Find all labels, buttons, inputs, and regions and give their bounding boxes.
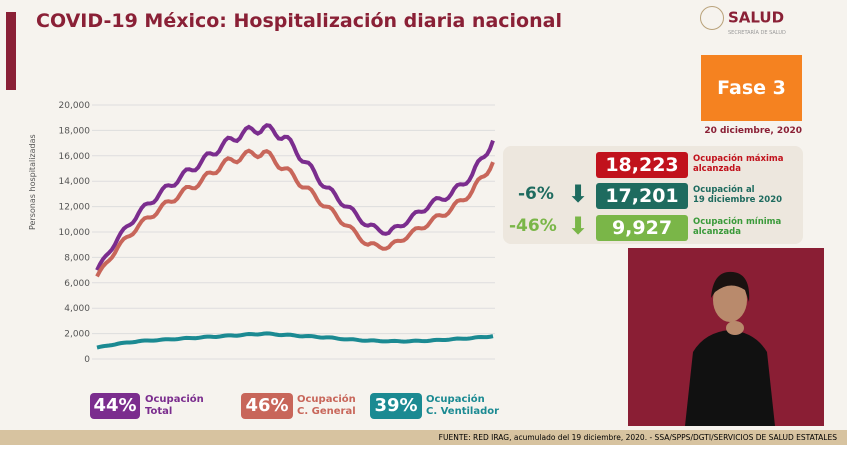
y-tick-label: 20,000 <box>59 101 91 111</box>
y-tick-label: 10,000 <box>59 228 91 238</box>
current-occupancy-label: Ocupación al 19 diciembre 2020 <box>693 185 783 205</box>
total-label: Ocupación Total <box>145 394 204 417</box>
seal-icon <box>700 6 724 30</box>
ventilador-label: Ocupación C. Ventilador <box>426 394 500 417</box>
interpreter-figure <box>685 271 775 426</box>
series-line <box>96 331 494 350</box>
min-occupancy-label: Ocupación mínima alcanzada <box>693 217 782 237</box>
hospitalization-chart: 0 2,000 4,000 6,000 8,000 10,000 12,000 14,000 1… <box>59 101 495 365</box>
arrow-down-icon: ⬇ <box>568 212 589 240</box>
page-title: COVID-19 México: Hospitalización diaria … <box>36 10 562 32</box>
y-tick-label: 14,000 <box>59 177 91 187</box>
y-tick-label: 6,000 <box>64 279 90 289</box>
y-tick-label: 12,000 <box>59 203 91 213</box>
logo-subtext: SECRETARÍA DE SALUD <box>728 30 786 36</box>
current-change-pct: -6% <box>518 184 554 204</box>
phase-date: 20 diciembre, 2020 <box>704 126 802 136</box>
accent-bar <box>6 12 16 90</box>
max-occupancy-label: Ocupación máxima alcanzada <box>693 154 784 174</box>
series-line <box>95 123 495 271</box>
general-label: Ocupación C. General <box>297 394 356 417</box>
phase-badge: Fase 3 <box>701 55 802 121</box>
series-line <box>95 148 495 278</box>
y-tick-label: 0 <box>84 355 90 365</box>
y-tick-label: 4,000 <box>64 304 90 314</box>
min-change-pct: -46% <box>509 216 557 236</box>
max-occupancy-value: 18,223 <box>596 152 688 178</box>
y-tick-label: 16,000 <box>59 152 91 162</box>
min-occupancy-value: 9,927 <box>596 215 688 241</box>
arrow-down-icon: ⬇ <box>568 180 589 208</box>
salud-logo: SALUD SECRETARÍA DE SALUD <box>700 6 786 36</box>
total-pct: 44% <box>90 393 140 419</box>
general-pct: 46% <box>241 393 293 419</box>
logo-text: SALUD <box>728 8 785 27</box>
current-occupancy-value: 17,201 <box>596 183 688 209</box>
source-footer: FUENTE: RED IRAG, acumulado del 19 dicie… <box>0 430 847 445</box>
stats-panel: 18,223 Ocupación máxima alcanzada -6% ⬇ 1… <box>503 146 803 244</box>
y-tick-label: 2,000 <box>64 330 90 340</box>
y-tick-label: 8,000 <box>64 253 90 263</box>
y-tick-label: 18,000 <box>59 126 91 136</box>
ventilador-pct: 39% <box>370 393 422 419</box>
